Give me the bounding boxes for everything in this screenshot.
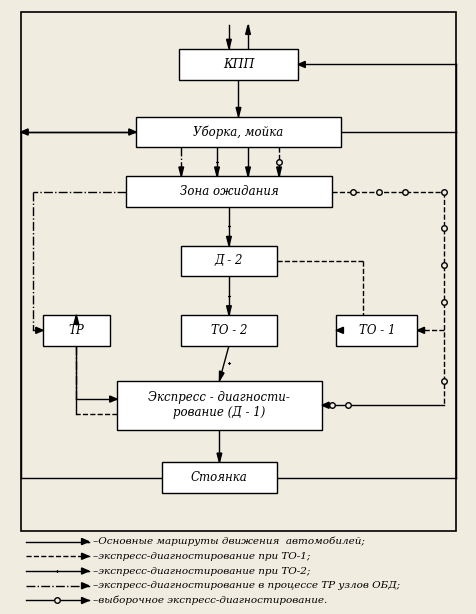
- FancyBboxPatch shape: [117, 381, 321, 430]
- Text: –экспресс-диагностирование при ТО-2;: –экспресс-диагностирование при ТО-2;: [93, 567, 310, 575]
- Text: Уборка, мойка: Уборка, мойка: [193, 125, 283, 139]
- Polygon shape: [81, 538, 89, 545]
- Polygon shape: [81, 597, 89, 604]
- Polygon shape: [226, 236, 231, 246]
- Polygon shape: [81, 568, 89, 574]
- Text: Д - 2: Д - 2: [214, 254, 243, 268]
- FancyBboxPatch shape: [43, 315, 109, 346]
- Text: ТО - 2: ТО - 2: [210, 324, 247, 337]
- Polygon shape: [321, 402, 328, 408]
- Text: –выборочное экспресс-диагностирование.: –выборочное экспресс-диагностирование.: [93, 596, 327, 605]
- Polygon shape: [226, 39, 231, 49]
- Polygon shape: [81, 553, 89, 559]
- Polygon shape: [276, 167, 281, 176]
- Polygon shape: [336, 327, 343, 333]
- Polygon shape: [236, 107, 240, 117]
- Text: ТР: ТР: [68, 324, 84, 337]
- FancyBboxPatch shape: [162, 462, 276, 493]
- Polygon shape: [217, 453, 221, 462]
- Polygon shape: [178, 167, 183, 176]
- Text: Стоянка: Стоянка: [191, 471, 247, 484]
- Text: Экспресс - диагности-
рование (Д - 1): Экспресс - диагности- рование (Д - 1): [148, 391, 290, 419]
- Text: КПП: КПП: [222, 58, 254, 71]
- Polygon shape: [245, 167, 250, 176]
- Polygon shape: [416, 327, 424, 333]
- Polygon shape: [226, 306, 231, 315]
- Text: –экспресс-диагностирование в процессе ТР узлов ОБД;: –экспресс-диагностирование в процессе ТР…: [93, 581, 399, 590]
- Polygon shape: [109, 396, 117, 402]
- Polygon shape: [74, 315, 79, 324]
- Text: ТО - 1: ТО - 1: [358, 324, 394, 337]
- Polygon shape: [21, 129, 28, 135]
- Polygon shape: [214, 167, 219, 176]
- FancyBboxPatch shape: [181, 246, 276, 276]
- Polygon shape: [219, 371, 224, 381]
- FancyBboxPatch shape: [181, 315, 276, 346]
- Text: –экспресс-диагностирование при ТО-1;: –экспресс-диагностирование при ТО-1;: [93, 552, 310, 561]
- FancyBboxPatch shape: [336, 315, 416, 346]
- Polygon shape: [245, 25, 250, 34]
- Polygon shape: [81, 583, 89, 589]
- FancyBboxPatch shape: [178, 49, 298, 80]
- Text: Зона ожидания: Зона ожидания: [179, 185, 278, 198]
- FancyBboxPatch shape: [126, 176, 331, 207]
- Polygon shape: [298, 61, 305, 68]
- Polygon shape: [129, 129, 136, 135]
- FancyBboxPatch shape: [136, 117, 340, 147]
- Text: –Основные маршруты движения  автомобилей;: –Основные маршруты движения автомобилей;: [93, 537, 364, 546]
- Polygon shape: [36, 327, 43, 333]
